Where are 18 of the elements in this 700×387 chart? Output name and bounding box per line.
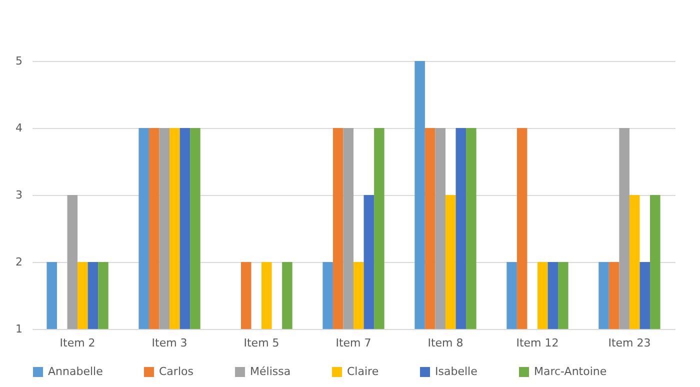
y-tick-label: 4 bbox=[16, 122, 22, 134]
x-tick-label: Item 2 bbox=[60, 336, 96, 350]
x-tick-label: Item 7 bbox=[336, 336, 372, 350]
legend-label: Marc-Antoine bbox=[534, 365, 607, 378]
legend-label: Isabelle bbox=[435, 365, 478, 378]
x-tick-label: Item 12 bbox=[516, 336, 559, 350]
x-tick-label: Item 5 bbox=[244, 336, 280, 350]
legend-label: Annabelle bbox=[48, 365, 104, 378]
y-tick-label: 5 bbox=[16, 54, 22, 68]
x-tick-label: Item 23 bbox=[608, 336, 651, 350]
legend-label: Claire bbox=[347, 365, 379, 378]
y-tick-label: 2 bbox=[16, 256, 22, 268]
y-tick-label: 1 bbox=[16, 322, 22, 336]
x-tick-label: Item 3 bbox=[152, 336, 188, 350]
legend-label: Mélissa bbox=[250, 365, 291, 378]
y-tick-label: 3 bbox=[16, 188, 22, 202]
x-tick-label: Item 8 bbox=[428, 336, 464, 350]
legend-label: Carlos bbox=[159, 365, 194, 378]
